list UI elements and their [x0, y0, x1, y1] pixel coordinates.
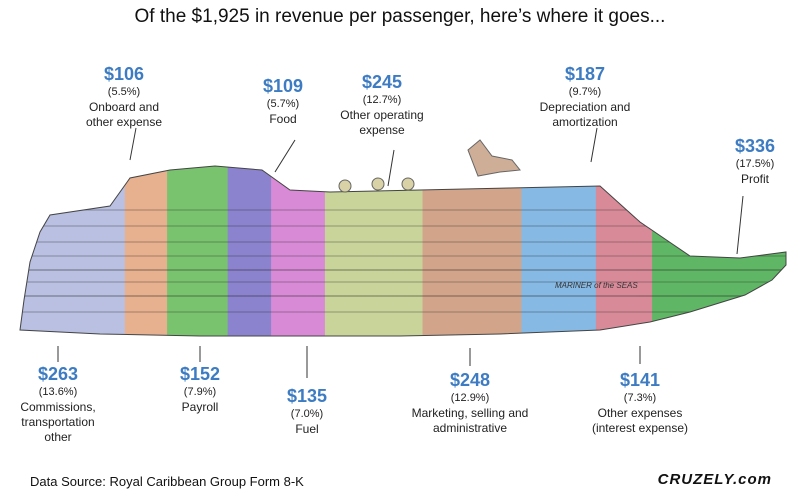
segment-label: $248 (12.9%) Marketing, selling and adminis… [395, 370, 545, 436]
segment-label: $187 (9.7%) Depreciation and amortization [510, 64, 660, 130]
ship-outline [19, 165, 787, 337]
segment-name: other expense [85, 115, 163, 129]
segment-name: Payroll [181, 400, 219, 414]
segment-amount: $109 [262, 76, 304, 96]
segment-amount: $106 [103, 64, 145, 84]
segment-percent: (17.5%) [735, 158, 775, 170]
segment-amount: $152 [179, 364, 221, 384]
segment-percent: (5.5%) [107, 86, 141, 98]
segment-label: $106 (5.5%) Onboard and other expense [49, 64, 199, 130]
band-segment [167, 166, 229, 336]
segment-label: $141 (7.3%) Other expenses (interest expens… [565, 370, 715, 436]
segment-label: $152 (7.9%) Payroll [125, 364, 275, 415]
band-segment [124, 166, 168, 336]
segment-percent: (7.9%) [183, 386, 217, 398]
segment-label: $109 (5.7%) Food [208, 76, 358, 127]
segment-amount: $141 [619, 370, 661, 390]
chart-title: Of the $1,925 in revenue per passenger, … [134, 6, 666, 27]
leader-line [129, 127, 137, 161]
leader-line [590, 127, 598, 163]
segment-percent: (12.9%) [450, 392, 490, 404]
segment-name: Other expenses [597, 406, 683, 420]
data-source: Data Source: Royal Caribbean Group Form … [30, 474, 304, 489]
cost-bands [20, 166, 786, 336]
band-segment [324, 166, 424, 336]
segment-amount: $135 [286, 386, 328, 406]
segment-name: (interest expense) [591, 421, 689, 435]
leader-line [387, 149, 395, 187]
segment-amount: $245 [361, 72, 403, 92]
band-segment [521, 166, 597, 336]
segment-label: $263 (13.6%) Commissions, transportation oth… [0, 364, 133, 445]
segment-percent: (5.7%) [266, 98, 300, 110]
band-segment [271, 166, 326, 336]
segment-amount: $336 [734, 136, 776, 156]
ship-domes [338, 177, 415, 193]
segment-amount: $248 [449, 370, 491, 390]
segment-name: other [44, 430, 72, 444]
segment-name: Food [269, 112, 297, 126]
brand-logo: CRUZELY.com [657, 471, 772, 488]
segment-name: expense [359, 123, 405, 137]
leader-line [274, 139, 296, 173]
segment-amount: $263 [37, 364, 79, 384]
segment-percent: (13.6%) [38, 386, 78, 398]
segment-name: transportation [21, 415, 95, 429]
segment-label: $135 (7.0%) Fuel [232, 386, 382, 437]
segment-percent: (7.0%) [290, 408, 324, 420]
segment-label: $245 (12.7%) Other operating expense [307, 72, 457, 138]
segment-name: Profit [740, 172, 769, 186]
segment-percent: (9.7%) [568, 86, 602, 98]
segment-percent: (12.7%) [362, 94, 402, 106]
leader-line [736, 195, 744, 255]
segment-name: Marketing, selling and [411, 406, 529, 420]
segment-name: Onboard and [88, 100, 160, 114]
band-segment [227, 166, 272, 336]
segment-name: Commissions, [20, 400, 96, 414]
leader-lines [57, 127, 744, 378]
segment-name: administrative [432, 421, 508, 435]
segment-name: Other operating [340, 108, 424, 122]
segment-amount: $187 [564, 64, 606, 84]
segment-name: amortization [552, 115, 618, 129]
segment-percent: (7.3%) [623, 392, 657, 404]
segment-name: Fuel [295, 422, 319, 436]
ship-name: MARINER of the SEAS [555, 281, 638, 290]
segment-name: Depreciation and [539, 100, 631, 114]
ship-funnel [467, 139, 521, 177]
segment-label: $336 (17.5%) Profit [680, 136, 800, 187]
band-segment [595, 166, 653, 336]
band-segment [422, 166, 522, 336]
